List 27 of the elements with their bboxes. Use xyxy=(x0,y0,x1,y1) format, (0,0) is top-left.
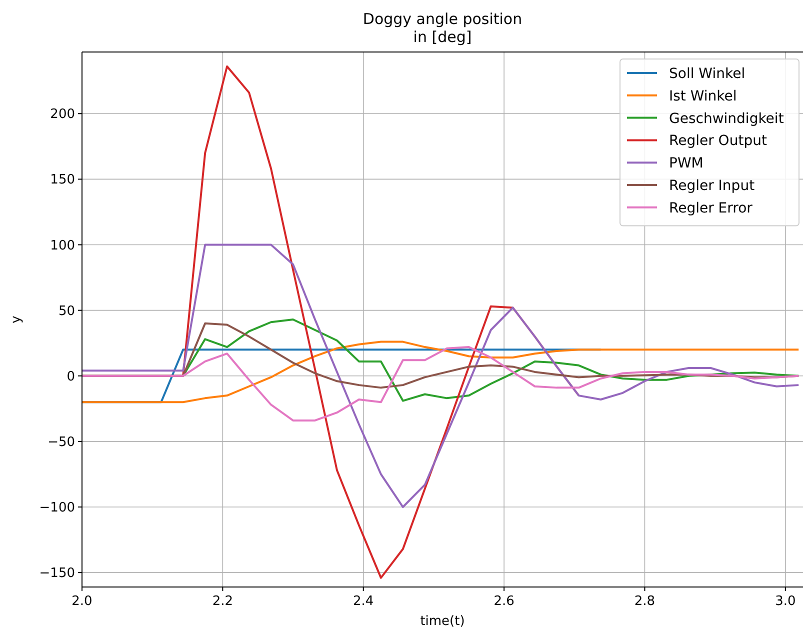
x-tick-label: 2.8 xyxy=(634,594,656,609)
y-tick-label: −150 xyxy=(39,566,75,582)
line-series xyxy=(82,346,800,422)
x-axis-title: time(t) xyxy=(420,614,465,629)
legend-label: Regler Error xyxy=(669,200,753,216)
y-tick-label: 50 xyxy=(58,304,75,319)
y-tick-label: 200 xyxy=(50,107,75,122)
x-tick-label: 2.0 xyxy=(72,594,92,609)
chart-title: Doggy angle position in [deg] xyxy=(362,10,522,46)
x-tick-label: 3.0 xyxy=(775,594,796,609)
legend-label: Regler Input xyxy=(669,178,756,194)
legend-label: PWM xyxy=(669,156,704,172)
y-axis-title: y xyxy=(9,315,24,324)
line-series xyxy=(82,244,800,508)
legend-label: Soll Winkel xyxy=(669,66,746,82)
x-tick-label: 2.6 xyxy=(494,594,514,609)
x-tick-label: 2.4 xyxy=(353,594,374,609)
y-tick-label: 150 xyxy=(50,172,75,188)
legend-label: Regler Output xyxy=(669,133,768,150)
y-tick-label: 0 xyxy=(66,369,75,384)
y-tick-label: −100 xyxy=(39,500,75,516)
line-series xyxy=(82,340,800,404)
legend-label: Ist Winkel xyxy=(669,88,737,104)
x-tick-label: 2.2 xyxy=(212,594,234,609)
y-tick-label: 100 xyxy=(50,238,75,254)
legend-label: Geschwindigkeit xyxy=(669,110,784,127)
y-tick-label: −50 xyxy=(48,434,75,450)
